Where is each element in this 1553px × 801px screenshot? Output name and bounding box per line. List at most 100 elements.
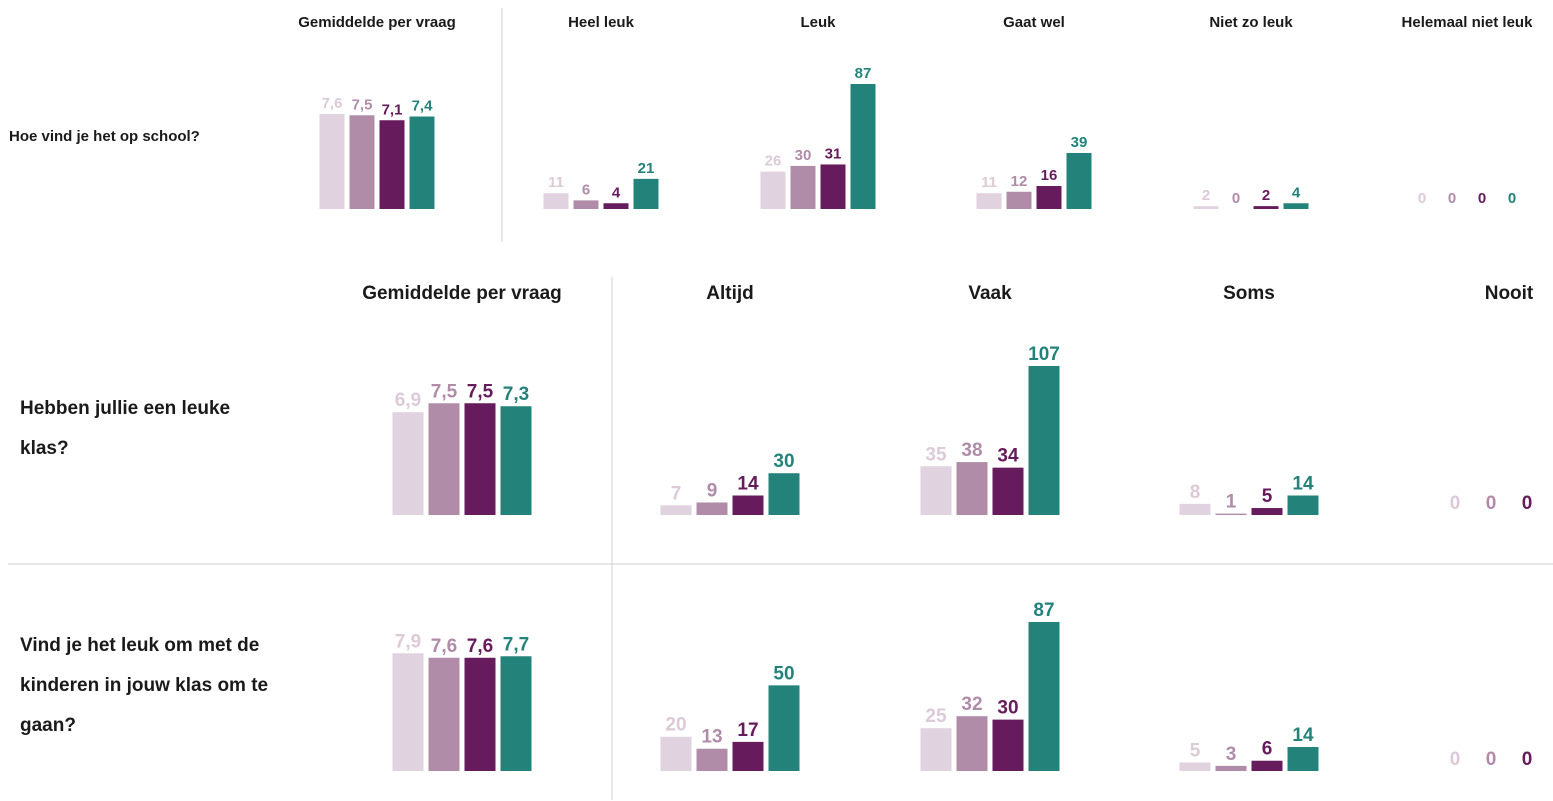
bar bbox=[1283, 203, 1309, 209]
value-label: 4 bbox=[1292, 184, 1301, 201]
value-label: 14 bbox=[1292, 474, 1314, 495]
bar bbox=[1251, 760, 1283, 771]
bar bbox=[1251, 508, 1283, 515]
bar bbox=[696, 502, 728, 515]
bar bbox=[820, 164, 846, 209]
bar bbox=[392, 412, 424, 515]
value-label: 9 bbox=[707, 480, 718, 501]
bar bbox=[992, 467, 1024, 515]
value-label: 17 bbox=[737, 720, 758, 741]
column-header: Helemaal niet leuk bbox=[1402, 14, 1534, 31]
bar bbox=[732, 741, 764, 771]
bar bbox=[573, 200, 599, 209]
value-label: 11 bbox=[981, 174, 997, 191]
column-header: Gaat wel bbox=[1003, 14, 1065, 31]
bar bbox=[500, 656, 532, 771]
value-label: 7,6 bbox=[431, 636, 457, 657]
value-label: 7,9 bbox=[395, 631, 421, 652]
value-label: 34 bbox=[997, 446, 1019, 467]
value-label: 7,6 bbox=[322, 95, 343, 112]
value-label: 6 bbox=[1262, 739, 1273, 760]
bar bbox=[1287, 747, 1319, 771]
bar bbox=[790, 165, 816, 209]
bar bbox=[956, 716, 988, 771]
bar bbox=[349, 115, 375, 209]
bar bbox=[956, 462, 988, 515]
value-label: 0 bbox=[1478, 190, 1486, 207]
value-label: 1 bbox=[1226, 492, 1237, 513]
value-label: 30 bbox=[773, 451, 794, 472]
bar bbox=[696, 748, 728, 771]
bar bbox=[1193, 206, 1219, 209]
bar bbox=[1179, 503, 1211, 515]
bar bbox=[920, 728, 952, 771]
value-label: 107 bbox=[1028, 344, 1060, 365]
value-label: 0 bbox=[1522, 749, 1533, 770]
bar bbox=[603, 203, 629, 209]
value-label: 7,7 bbox=[503, 634, 529, 655]
bar bbox=[428, 657, 460, 771]
value-label: 5 bbox=[1262, 486, 1273, 507]
value-label: 7,3 bbox=[503, 384, 529, 405]
bar bbox=[760, 171, 786, 209]
column-header: Altijd bbox=[706, 283, 754, 304]
bar bbox=[732, 495, 764, 515]
bar bbox=[768, 473, 800, 515]
value-label: 4 bbox=[612, 184, 621, 201]
bar bbox=[464, 403, 496, 515]
bar bbox=[1006, 191, 1032, 209]
value-label: 14 bbox=[1292, 725, 1314, 746]
value-label: 2 bbox=[1262, 187, 1270, 204]
value-label: 26 bbox=[765, 153, 782, 170]
value-label: 39 bbox=[1071, 134, 1088, 151]
value-label: 0 bbox=[1486, 493, 1497, 514]
value-label: 13 bbox=[701, 727, 722, 748]
value-label: 12 bbox=[1011, 173, 1028, 190]
value-label: 0 bbox=[1522, 493, 1533, 514]
bar bbox=[1028, 366, 1060, 515]
question: Hebben jullie een leuke klas? bbox=[20, 398, 231, 459]
column-header: Gemiddelde per vraag bbox=[298, 14, 456, 31]
bar bbox=[633, 178, 659, 209]
bar bbox=[1066, 152, 1092, 209]
value-label: 25 bbox=[925, 706, 947, 727]
question: Hoe vind je het op school? bbox=[9, 128, 200, 145]
bar bbox=[976, 193, 1002, 209]
bar bbox=[500, 406, 532, 515]
value-label: 16 bbox=[1041, 167, 1058, 184]
bar bbox=[850, 84, 876, 209]
value-label: 30 bbox=[795, 147, 812, 164]
value-label: 50 bbox=[773, 663, 794, 684]
value-label: 0 bbox=[1450, 749, 1461, 770]
value-label: 35 bbox=[925, 444, 947, 465]
value-label: 7,5 bbox=[352, 96, 373, 113]
value-label: 0 bbox=[1232, 190, 1240, 207]
column-header: Niet zo leuk bbox=[1209, 14, 1293, 31]
bar bbox=[379, 120, 405, 209]
bar bbox=[543, 193, 569, 209]
bar bbox=[1036, 186, 1062, 209]
value-label: 3 bbox=[1226, 744, 1237, 765]
bar bbox=[992, 719, 1024, 771]
value-label: 20 bbox=[665, 715, 686, 736]
value-label: 0 bbox=[1418, 190, 1426, 207]
value-label: 38 bbox=[961, 440, 982, 461]
question: Vind je het leuk om met de kinderen in j… bbox=[20, 635, 269, 736]
bar bbox=[319, 114, 345, 209]
bar bbox=[464, 657, 496, 771]
value-label: 30 bbox=[997, 698, 1018, 719]
bar bbox=[660, 736, 692, 771]
column-header: Vaak bbox=[968, 283, 1012, 304]
bar bbox=[1287, 495, 1319, 515]
value-label: 0 bbox=[1508, 190, 1516, 207]
value-label: 87 bbox=[855, 65, 872, 82]
value-label: 0 bbox=[1486, 749, 1497, 770]
value-label: 32 bbox=[961, 694, 982, 715]
bar bbox=[1028, 622, 1060, 771]
value-label: 7,1 bbox=[382, 101, 403, 118]
bar bbox=[1215, 765, 1247, 771]
bar bbox=[768, 685, 800, 771]
column-header: Heel leuk bbox=[568, 14, 635, 31]
